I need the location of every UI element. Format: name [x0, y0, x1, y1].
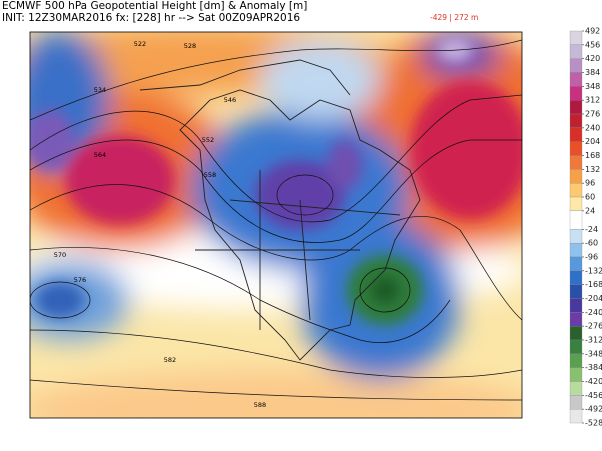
colorbar-label: -312 — [585, 335, 602, 344]
colorbar-swatch — [569, 242, 583, 258]
colorbar-label: 60 — [585, 193, 595, 202]
contour — [30, 139, 522, 243]
colorbar-swatch — [569, 312, 583, 327]
coastline — [179, 89, 421, 361]
colorbar-label: -528 — [585, 419, 602, 428]
colorbar-swatch — [569, 409, 583, 424]
contour-label: 582 — [164, 356, 176, 364]
colorbar-swatch — [569, 86, 583, 101]
colorbar-label: 312 — [585, 96, 600, 105]
colorbar-label: -204 — [585, 294, 602, 303]
contour — [30, 379, 522, 401]
colorbar-swatch — [569, 113, 583, 128]
colorbar-label: 348 — [585, 82, 600, 91]
colorbar-swatch — [569, 339, 583, 354]
colorbar-label: 168 — [585, 151, 600, 160]
colorbar-swatch — [569, 353, 583, 368]
colorbar-label: 456 — [585, 40, 600, 49]
contour-label: 528 — [184, 42, 196, 50]
colorbar-swatch — [569, 58, 583, 73]
contour — [30, 281, 91, 319]
map-frame — [29, 31, 523, 419]
colorbar-swatch — [569, 72, 583, 87]
colorbar-swatch — [569, 229, 583, 244]
borders — [195, 170, 401, 330]
colorbar-swatch — [569, 270, 583, 285]
contour — [30, 94, 522, 223]
contour-label: 570 — [54, 251, 66, 259]
colorbar-label: -420 — [585, 377, 602, 386]
colorbar-swatch — [569, 326, 583, 341]
init-line: INIT: 12Z30MAR2016 fx: [228] hr --> Sat … — [2, 12, 300, 24]
colorbar-swatch — [569, 30, 583, 45]
colorbar-swatch — [569, 284, 583, 299]
colorbar-swatch — [569, 183, 583, 198]
colorbar-swatch — [569, 298, 583, 313]
colorbar-label: -168 — [585, 280, 602, 289]
contour-label: 558 — [204, 171, 216, 179]
contour — [30, 329, 522, 378]
colorbar-label: 420 — [585, 54, 600, 63]
contour-label: 588 — [254, 401, 266, 409]
colorbar-label: -132 — [585, 266, 602, 275]
extremes: -429 | 272 m — [430, 13, 478, 22]
colorbar-label: 384 — [585, 68, 600, 77]
contour — [359, 267, 411, 313]
contour-label: 552 — [202, 136, 214, 144]
contour — [30, 39, 522, 121]
colorbar-label: -384 — [585, 363, 602, 372]
title: ECMWF 500 hPa Geopotential Height [dm] &… — [2, 0, 307, 12]
colorbar-label: 24 — [585, 206, 595, 215]
colorbar-label: -456 — [585, 391, 602, 400]
coastline — [139, 59, 351, 96]
colorbar-swatch — [569, 127, 583, 142]
colorbar-label: -24 — [585, 225, 598, 234]
colorbar-label: -96 — [585, 252, 598, 261]
colorbar-label: 132 — [585, 165, 600, 174]
colorbar-swatch — [569, 256, 583, 271]
colorbar-swatch — [569, 210, 583, 230]
colorbar-label: 204 — [585, 137, 600, 146]
contour — [30, 247, 451, 343]
colorbar-swatch — [569, 169, 583, 184]
contour-label: 534 — [94, 86, 106, 94]
contour-label: 564 — [94, 151, 106, 159]
colorbar-label: -492 — [585, 405, 602, 414]
colorbar-label: 492 — [585, 27, 600, 36]
colorbar-label: 240 — [585, 123, 600, 132]
colorbar-swatch — [569, 381, 583, 396]
colorbar-label: -276 — [585, 322, 602, 331]
contour-label: 576 — [74, 276, 86, 284]
colorbar: 492 456 420 384 348 312 276 240 204 168 132 96 60 24 -… — [569, 27, 602, 428]
colorbar-label: -60 — [585, 239, 598, 248]
colorbar-swatch — [569, 367, 583, 382]
colorbar-swatch — [569, 141, 583, 156]
contour — [30, 184, 522, 321]
contour-label: 546 — [224, 96, 236, 104]
colorbar-swatch — [569, 44, 583, 59]
colorbar-label: -348 — [585, 349, 602, 358]
colorbar-swatch — [569, 395, 583, 410]
contour — [276, 174, 334, 216]
map-area — [30, 32, 522, 418]
colorbar-label: 96 — [585, 179, 595, 188]
colorbar-label: 276 — [585, 110, 600, 119]
colorbar-swatch — [569, 100, 583, 115]
colorbar-label: -240 — [585, 308, 602, 317]
colorbar-swatch — [569, 155, 583, 170]
contour-label: 522 — [134, 40, 146, 48]
colorbar-swatch — [569, 196, 583, 212]
